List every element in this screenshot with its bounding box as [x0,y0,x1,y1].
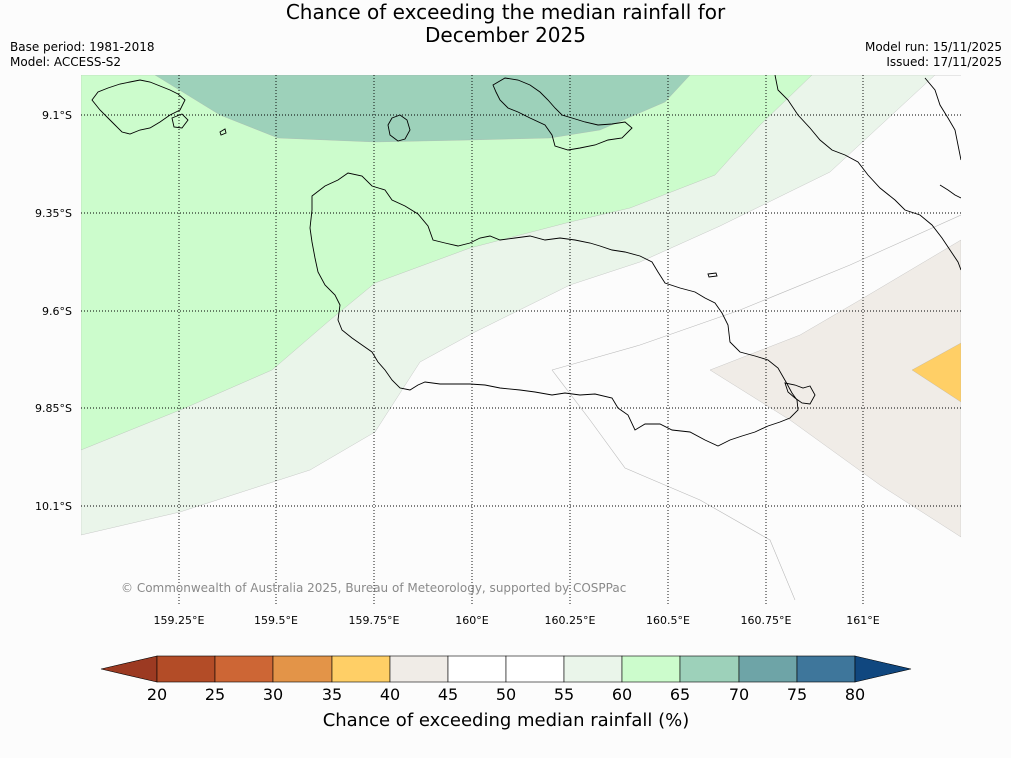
colorbar-extend-low [100,655,158,683]
lat-label: 9.1°S [42,109,72,122]
lon-label: 161°E [846,614,879,627]
coastline-east [939,184,961,199]
region-35-40 [911,342,961,403]
guadalcanal-coastline [309,172,799,447]
colorbar-segment [505,655,565,683]
region-65-70 [154,75,691,143]
lon-label: 160.25°E [545,614,596,627]
copyright-text: © Commonwealth of Australia 2025, Bureau… [121,581,626,595]
lon-label: 159.75°E [349,614,400,627]
lon-label: 160.5°E [646,614,690,627]
coastline-east [924,77,961,161]
island-outline [387,114,411,142]
model-text: Model: ACCESS-S2 [10,55,122,69]
colorbar [100,655,912,683]
colorbar-segment [331,655,391,683]
colorbar-segment [738,655,798,683]
island-outline [707,272,718,278]
colorbar-tick: 25 [205,685,225,704]
colorbar-segment [796,655,856,683]
lat-label: 9.35°S [35,207,72,220]
colorbar-tick: 60 [612,685,632,704]
colorbar-segment [447,655,507,683]
graticule [81,75,961,605]
colorbar-tick: 80 [845,685,865,704]
map-area: © Commonwealth of Australia 2025, Bureau… [81,75,961,605]
colorbar-tick: 75 [787,685,807,704]
colorbar-segment [214,655,274,683]
issued-text: Issued: 17/11/2025 [886,55,1002,69]
colorbar-tick: 45 [438,685,458,704]
base-period-text: Base period: 1981-2018 [10,40,155,54]
colorbar-segment [156,655,216,683]
colorbar-tick: 30 [263,685,283,704]
lat-label: 9.6°S [42,305,72,318]
lat-label: 9.85°S [35,402,72,415]
colorbar-title: Chance of exceeding median rainfall (%) [323,710,690,731]
boundary-line [551,369,796,601]
colorbar-segment [389,655,449,683]
colorbar-ticks: 20 25 30 35 40 45 50 55 60 65 70 75 80 [147,685,865,704]
lat-labels: 9.1°S 9.35°S 9.6°S 9.85°S 10.1°S [35,109,72,513]
region-40-45 [709,239,961,538]
colorbar-segment [621,655,681,683]
colorbar-tick: 20 [147,685,167,704]
colorbar-tick: 70 [729,685,749,704]
lon-label: 160.75°E [741,614,792,627]
lon-labels: 159.25°E 159.5°E 159.75°E 160°E 160.25°E… [154,614,880,627]
colorbar-tick: 35 [322,685,342,704]
colorbar-tick: 40 [380,685,400,704]
colorbar-tick: 55 [554,685,574,704]
island-outline [219,128,227,136]
lat-label: 10.1°S [35,500,72,513]
colorbar-tick: 65 [670,685,690,704]
colorbar-segment [563,655,623,683]
colorbar-segment [272,655,333,683]
chart-title-line2: December 2025 [425,23,586,47]
lon-label: 159.25°E [154,614,205,627]
lon-label: 160°E [455,614,488,627]
chart-title-line1: Chance of exceeding the median rainfall … [285,0,726,24]
boundary-line [551,214,961,371]
colorbar-extend-high [854,655,912,683]
lon-label: 159.5°E [254,614,298,627]
colorbar-tick: 50 [496,685,516,704]
island-outline [91,79,186,135]
island-outline [492,77,633,151]
model-run-text: Model run: 15/11/2025 [864,40,1002,54]
colorbar-segment [679,655,740,683]
island-outline [784,382,816,405]
